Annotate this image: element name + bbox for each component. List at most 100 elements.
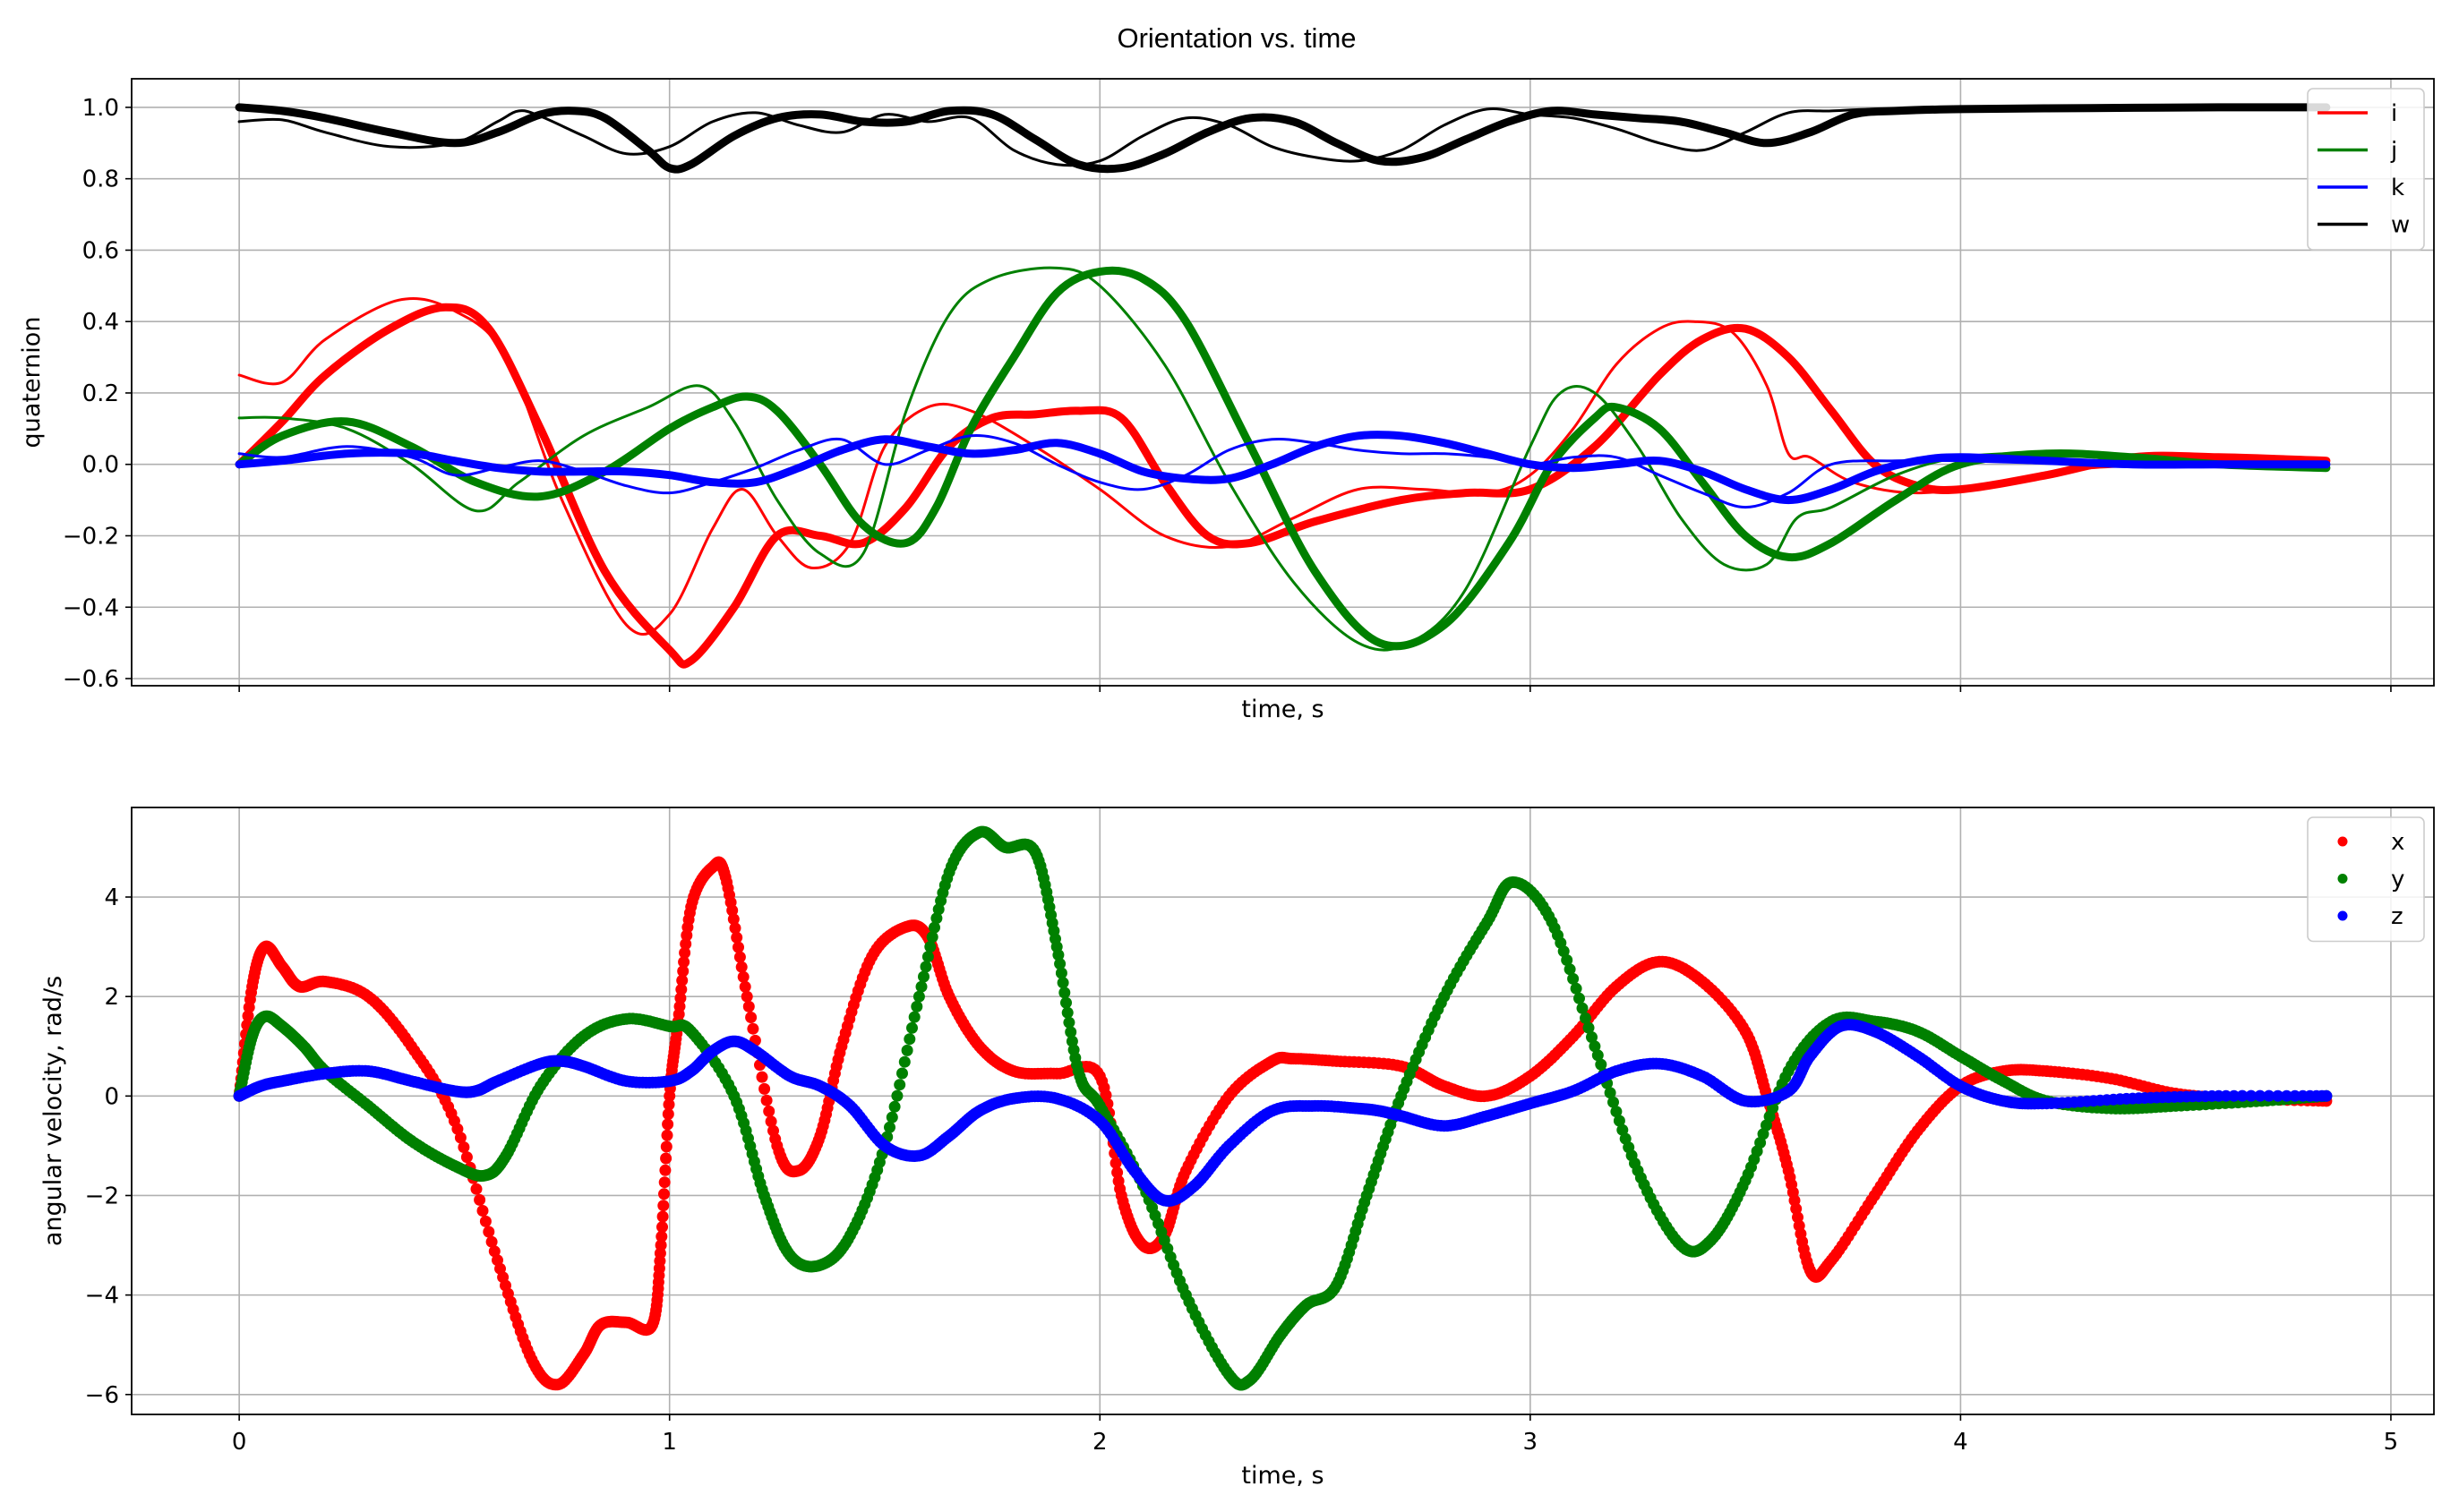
- series-y-point: [1063, 1016, 1075, 1029]
- series-y-point: [1055, 967, 1067, 979]
- series-y-point: [1065, 1026, 1077, 1038]
- series-x-point: [659, 1164, 672, 1176]
- x-axis-label: time, s: [1241, 1462, 1324, 1490]
- series-x-point: [663, 1098, 675, 1111]
- legend-label-j: j: [2390, 138, 2397, 165]
- series-x-point: [458, 1141, 470, 1153]
- series-x-point: [679, 946, 691, 959]
- series-x-point: [674, 992, 687, 1004]
- series-x-point: [745, 1012, 758, 1023]
- series-y-point: [1564, 963, 1576, 976]
- series-y-point: [920, 961, 932, 973]
- series-z-point: [2254, 1089, 2266, 1102]
- series-x-point: [655, 1230, 668, 1243]
- series-y-point: [904, 1033, 916, 1046]
- figure-title: Orientation vs. time: [1117, 22, 1356, 54]
- series-x-point: [675, 983, 688, 995]
- legend-swatch-y: [2337, 874, 2348, 884]
- series-x-point: [474, 1193, 486, 1206]
- series-x-point: [731, 931, 743, 944]
- series-x-point: [660, 1152, 673, 1165]
- x-tick-label: 0: [232, 1429, 247, 1456]
- series-y-point: [1061, 1006, 1074, 1019]
- legend-box: [2307, 816, 2425, 943]
- series-x-point: [739, 980, 751, 993]
- series-y-point: [1613, 1115, 1625, 1127]
- series-y-point: [1060, 996, 1072, 1009]
- series-y-point: [929, 921, 940, 934]
- series-y-point: [1570, 982, 1582, 995]
- series-x-point: [726, 904, 739, 917]
- series-x-point: [765, 1115, 777, 1128]
- series-x-point: [658, 1188, 670, 1200]
- series-x-point: [470, 1183, 483, 1195]
- series-x-point: [454, 1132, 467, 1144]
- series-x-point: [741, 990, 753, 1003]
- legend-label-x: x: [2391, 829, 2404, 856]
- series-x-point: [733, 951, 746, 963]
- series-x-point: [737, 970, 750, 983]
- legend-label-y: y: [2391, 867, 2404, 893]
- series-y-point: [894, 1079, 906, 1091]
- series-y-point: [886, 1111, 898, 1123]
- y-tick-label: 0.0: [82, 452, 119, 479]
- y-tick-label: −0.6: [63, 666, 119, 693]
- series-y-point: [1591, 1049, 1604, 1062]
- series-x-point: [1110, 1157, 1122, 1169]
- series-x-point: [485, 1235, 498, 1248]
- y-tick-label: −0.4: [63, 594, 119, 621]
- y-tick-label: 4: [104, 884, 119, 911]
- y-axis-label: quaternion: [18, 317, 46, 448]
- series-y-point: [1757, 1128, 1769, 1140]
- series-x-point: [662, 1118, 674, 1131]
- y-tick-label: −0.2: [63, 523, 119, 550]
- y-tick-label: 2: [104, 984, 119, 1011]
- series-x-point: [760, 1094, 773, 1106]
- series-y-point: [1582, 1021, 1595, 1034]
- series-x-point: [680, 938, 692, 950]
- series-x-point: [763, 1105, 775, 1117]
- quaternion-subplot: −0.6 −0.4 −0.2 0.0 0.2 0.4 0.6 0.8 1.0 time, s qua…: [18, 78, 2435, 723]
- axes-frame: [131, 78, 2435, 687]
- series-x-point: [676, 974, 689, 987]
- series-x-point: [729, 922, 741, 935]
- series-y-point: [1610, 1106, 1623, 1118]
- plot-area: [235, 103, 2331, 669]
- legend-label-w: w: [2391, 212, 2410, 239]
- y-tick-label: 1.0: [82, 95, 119, 122]
- y-tick-label: 0.8: [82, 167, 119, 193]
- series-y-point: [1573, 992, 1585, 1004]
- series-x-point: [677, 965, 690, 978]
- series-x-point: [662, 1108, 674, 1120]
- y-tick-label: −6: [85, 1382, 119, 1409]
- series-x-point: [242, 1010, 254, 1022]
- series-y-point: [906, 1021, 918, 1034]
- series-x-point: [658, 1176, 671, 1189]
- series-y-point: [1058, 987, 1071, 999]
- series-y-point: [908, 1011, 921, 1023]
- series-z-point: [2281, 1089, 2292, 1102]
- series-y-point: [1054, 958, 1067, 970]
- series-z-point: [2245, 1089, 2258, 1102]
- legend-box: [2307, 88, 2425, 251]
- series-y-point: [884, 1121, 895, 1133]
- series-x-point: [479, 1215, 492, 1227]
- series-x-point: [656, 1210, 669, 1223]
- angular-velocity-subplot: 0 1 2 3 4 5 −6 −4 −2 0 2 4 time, s angular velocity, …: [39, 807, 2435, 1490]
- x-axis-label: time, s: [1241, 696, 1324, 723]
- series-y-point: [1589, 1040, 1601, 1053]
- series-y-point: [901, 1044, 913, 1056]
- series-y-point: [911, 1000, 923, 1012]
- x-tick-label: 1: [662, 1429, 677, 1456]
- series-y-point: [1586, 1031, 1598, 1044]
- series-y-point: [1576, 1002, 1589, 1014]
- series-z-point: [2272, 1089, 2284, 1102]
- y-tick-label: 0.6: [82, 237, 119, 264]
- series-y-point: [924, 941, 937, 953]
- series-x-point: [657, 1200, 670, 1212]
- series-y-point: [1580, 1012, 1591, 1024]
- series-i-thin-line: [237, 296, 2328, 636]
- series-y-point: [1616, 1123, 1629, 1136]
